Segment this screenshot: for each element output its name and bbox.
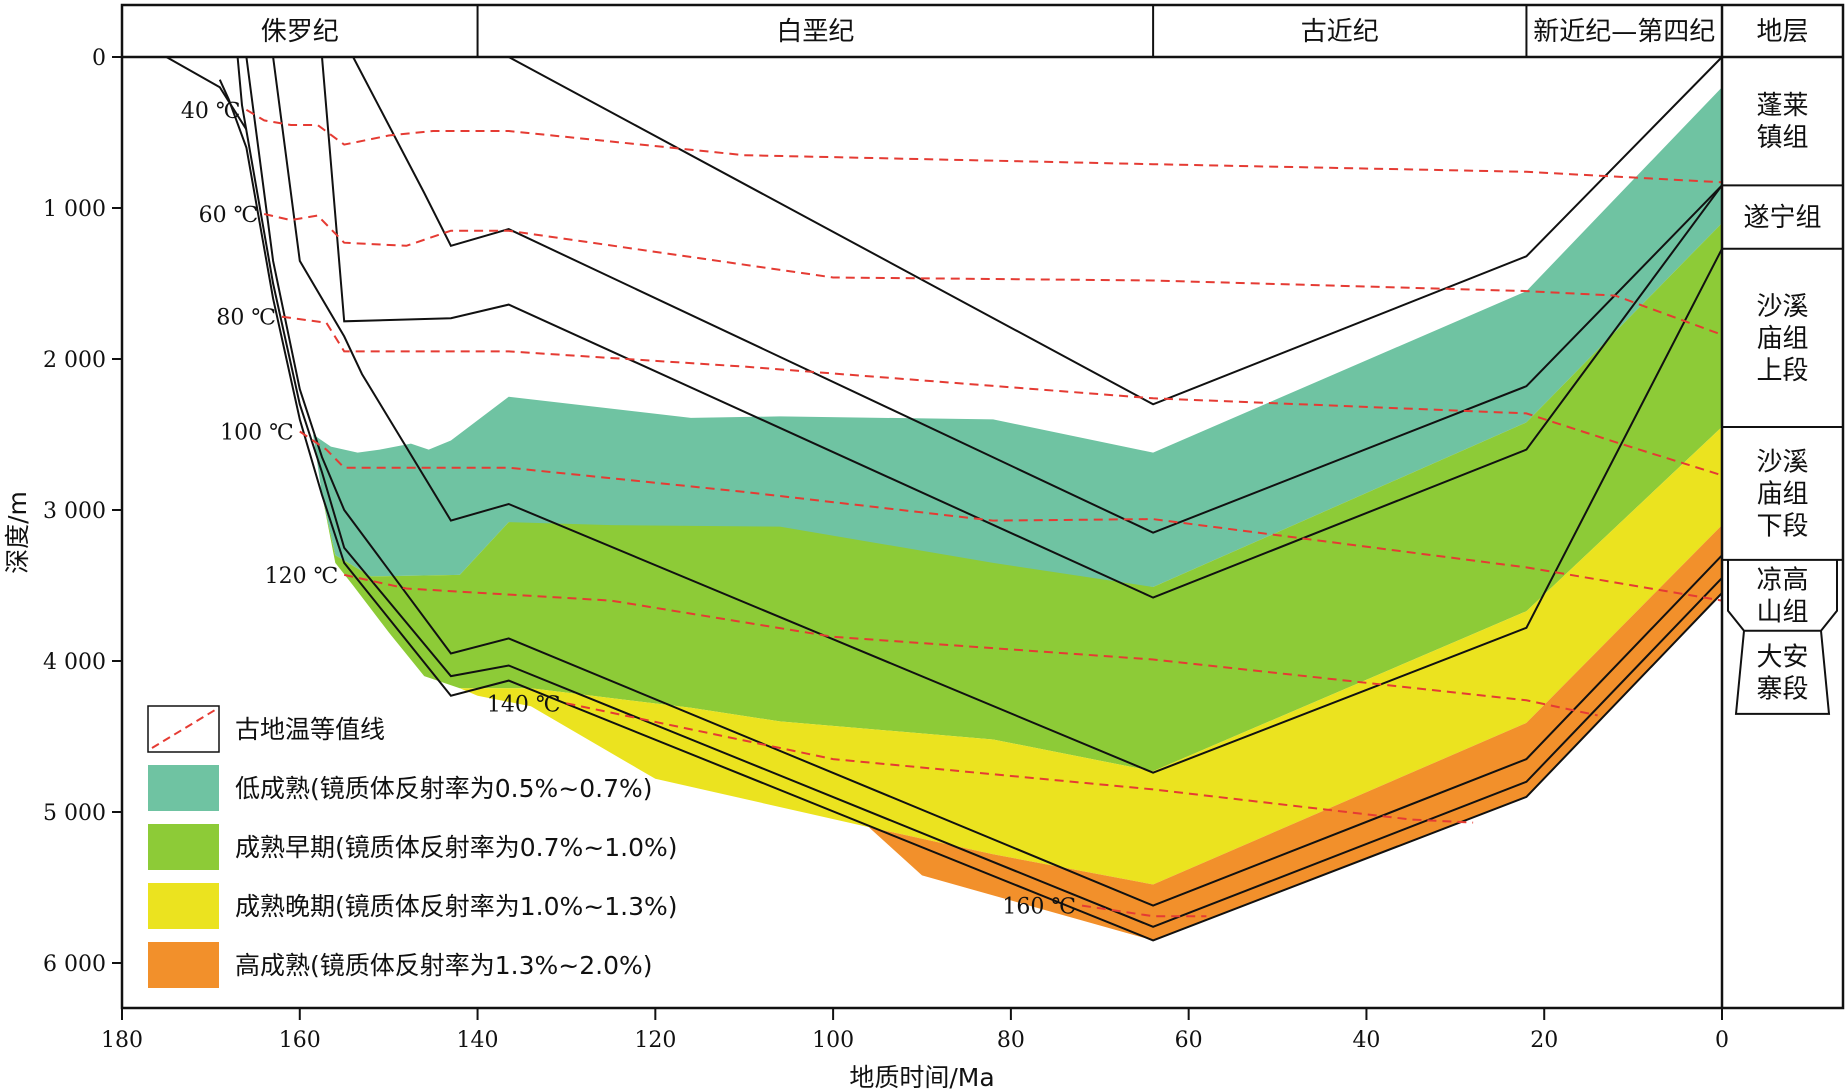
legend-swatch-4 (148, 883, 219, 929)
period-label-4: 新近纪—第四纪 (1533, 17, 1715, 47)
y-tick-label-1: 0 (92, 46, 106, 71)
x-tick-label-2: 160 (279, 1028, 321, 1053)
burial-line-5 (321, 56, 1723, 599)
strata-label-4-2: 庙组 (1756, 479, 1808, 509)
strata-label-6-1: 大安 (1756, 642, 1808, 672)
isotherm-5 (343, 573, 1598, 717)
strata-label-3-2: 庙组 (1756, 324, 1808, 354)
burial-line-2 (236, 56, 1723, 928)
plot-frame (120, 3, 1845, 1010)
isotherm-6 (566, 702, 1474, 824)
isotherm-label-5: 120 ℃ (265, 564, 339, 589)
strata-label-2-1: 遂宁组 (1743, 203, 1821, 233)
outer-frame (120, 3, 1845, 1010)
y-axis-label: 深度/m (3, 491, 32, 574)
strata-label-1-2: 镇组 (1756, 123, 1808, 153)
burial-line-1 (218, 79, 1723, 942)
isotherm-label-1: 40 ℃ (181, 99, 241, 124)
period-label-3: 古近纪 (1301, 17, 1379, 47)
legend-label-1: 古地温等值线 (235, 715, 385, 744)
y-tick-label-3: 2 000 (43, 348, 106, 373)
legend-label-3: 成熟早期(镜质体反射率为0.7%~1.0%) (235, 833, 677, 862)
y-tick-label-6: 5 000 (43, 801, 106, 826)
daan-column-shape (1734, 630, 1831, 715)
isotherm-label-4: 100 ℃ (220, 420, 294, 445)
burial-line-7 (165, 56, 248, 131)
burial-line-8 (508, 56, 1723, 406)
x-tick-label-4: 120 (634, 1028, 676, 1053)
x-tick-label-9: 20 (1530, 1028, 1558, 1053)
x-tick-label-5: 100 (812, 1028, 854, 1053)
y-tick-label-2: 1 000 (43, 197, 106, 222)
isotherm-1 (245, 108, 1723, 184)
strata-label-5-1: 凉高 (1756, 565, 1808, 595)
y-tick-label-4: 3 000 (43, 499, 106, 524)
strata-label-3-1: 沙溪 (1756, 292, 1808, 322)
isotherm-label-3: 80 ℃ (216, 306, 276, 331)
strata-label-1-1: 蓬莱 (1756, 91, 1808, 121)
zone-2 (322, 223, 1722, 772)
liang-column-shape (1727, 559, 1838, 632)
isotherm-label-6: 140 ℃ (487, 692, 561, 717)
strata-label-5-2: 山组 (1756, 597, 1808, 627)
strata-label-3-3: 上段 (1756, 356, 1808, 386)
period-label-2: 白垩纪 (776, 17, 854, 47)
period-label-1: 侏罗纪 (261, 17, 339, 47)
burial-lines (165, 56, 1723, 942)
y-tick-label-5: 4 000 (43, 650, 106, 675)
legend-swatch-1 (147, 705, 220, 753)
strata-label-4-1: 沙溪 (1756, 447, 1808, 477)
x-tick-label-7: 60 (1175, 1028, 1203, 1053)
zone-1 (313, 87, 1723, 587)
isotherm-3 (281, 315, 1723, 477)
period-header: 侏罗纪 白垩纪 古近纪 新近纪—第四纪 (261, 5, 1715, 57)
legend-label-5: 高成熟(镜质体反射率为1.3%~2.0%) (235, 951, 652, 980)
legend-label-2: 低成熟(镜质体反射率为0.5%~0.7%) (235, 774, 652, 803)
x-tick-label-3: 140 (457, 1028, 499, 1053)
isotherms: 40 ℃ 60 ℃ 80 ℃ 100 ℃ 120 ℃ 140 ℃ 160 ℃ (181, 99, 1723, 920)
legend-swatch-5 (148, 942, 219, 988)
x-tick-label-10: 0 (1715, 1028, 1729, 1053)
maturity-zones (313, 87, 1723, 941)
isotherm-label-7: 160 ℃ (1002, 895, 1076, 920)
x-tick-label-8: 40 (1352, 1028, 1380, 1053)
burial-line-3 (245, 56, 1723, 907)
strata-label-6-2: 寨段 (1756, 674, 1808, 704)
x-axis-label: 地质时间/Ma (849, 1063, 994, 1092)
isotherm-label-2: 60 ℃ (199, 203, 259, 228)
burial-line-6 (352, 56, 1723, 534)
x-tick-label-6: 80 (997, 1028, 1025, 1053)
axes: 180 160 140 120 100 80 60 40 20 0 0 1 000 2 000 3 000… (3, 46, 1729, 1092)
isotherm-7 (1081, 904, 1207, 918)
burial-line-4 (272, 56, 1723, 774)
isotherm-4 (299, 430, 1723, 602)
legend-swatch-2 (148, 765, 219, 811)
legend-label-4: 成熟晚期(镜质体反射率为1.0%~1.3%) (235, 892, 677, 921)
legend-swatch-3 (148, 824, 219, 870)
y-tick-label-7: 6 000 (43, 952, 106, 977)
strata-header: 地层 (1756, 17, 1808, 47)
isotherm-2 (263, 213, 1723, 336)
x-tick-label-1: 180 (101, 1028, 143, 1053)
strata-label-4-3: 下段 (1756, 511, 1808, 541)
zone-3 (459, 426, 1722, 885)
